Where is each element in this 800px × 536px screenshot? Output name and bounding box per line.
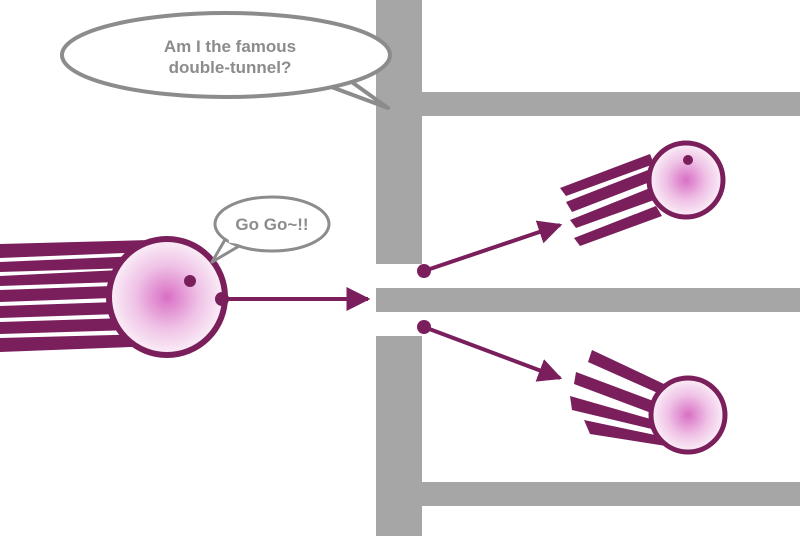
upper-outgoing-particle [560, 140, 726, 246]
incoming-arrow-origin-dot [215, 292, 229, 306]
wall-bubble-line-1: Am I the famous [164, 37, 296, 56]
trajectory-arrows [222, 220, 563, 382]
lower-particle-body [648, 375, 728, 455]
wall-speech-bubble: Am I the famous double-tunnel? [60, 11, 392, 110]
lower-particle-trail [570, 350, 666, 446]
lower-outgoing-arrow [423, 325, 563, 382]
tunnel-bottom-rail [422, 482, 800, 506]
tunnel-walls [376, 0, 800, 536]
tunnel-top-rail [422, 92, 800, 116]
upper-arrow-origin-dot [417, 264, 431, 278]
wall-upper-barrier [376, 0, 422, 264]
tunnel-middle-divider [376, 288, 800, 312]
upper-particle-eye [683, 155, 693, 165]
particle-bubble-text: Go Go~!! [235, 215, 308, 234]
incoming-particle-body [106, 236, 228, 358]
wall-bubble-line-2: double-tunnel? [169, 58, 292, 77]
upper-particle-trail [560, 154, 662, 246]
lower-outgoing-particle [570, 350, 728, 455]
lower-arrow-origin-dot [417, 320, 431, 334]
upper-particle-body [646, 140, 726, 220]
wall-lower-barrier [376, 336, 422, 536]
incoming-particle [0, 236, 228, 358]
incoming-particle-trail [0, 240, 156, 352]
particle-speech-bubble: Go Go~!! [210, 195, 331, 264]
incoming-particle-eye [184, 275, 196, 287]
upper-outgoing-arrow [423, 220, 563, 273]
